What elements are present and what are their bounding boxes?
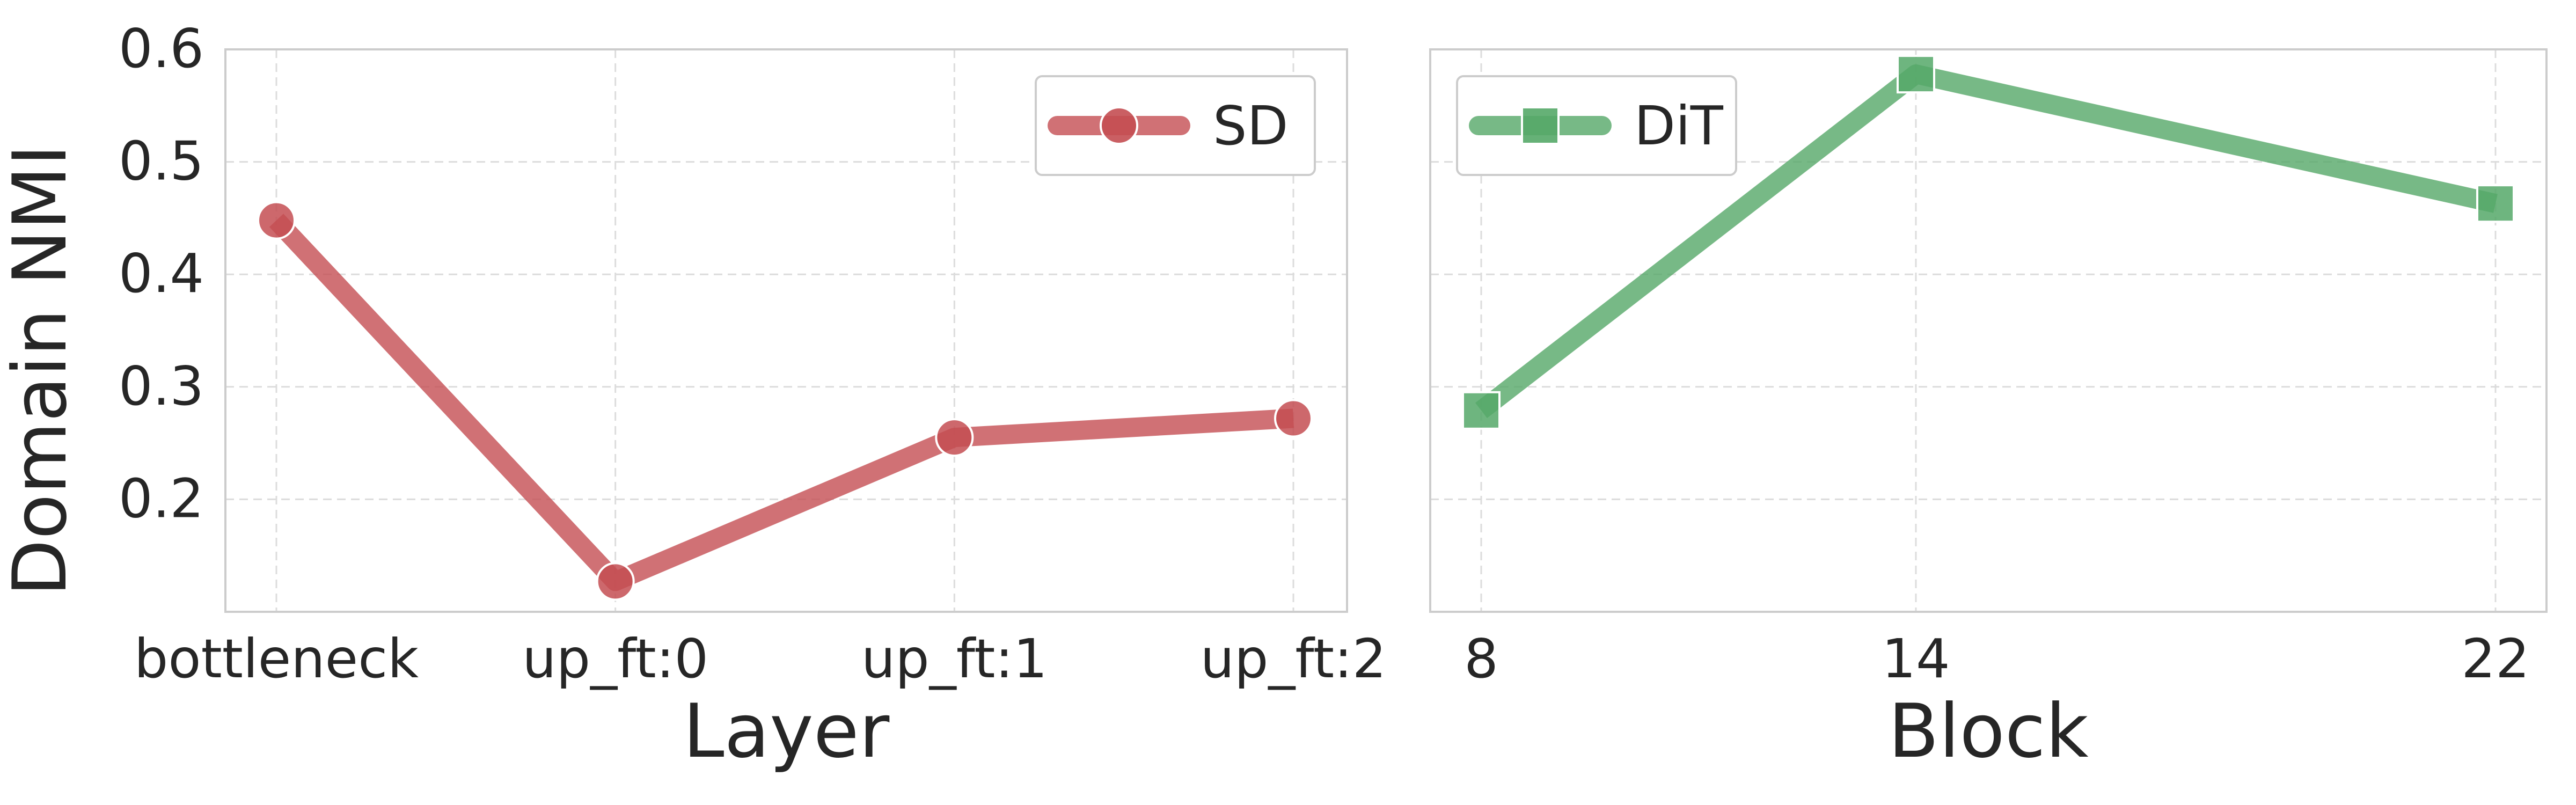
y-tick-label: 0.6: [119, 17, 204, 80]
data-point: [1897, 55, 1935, 94]
x-tick-label: 14: [1882, 627, 1950, 690]
x-tick-label: up_ft:2: [1201, 627, 1387, 690]
chart-panel-layer: 0.2 0.3 0.4 0.5 0.6 bottleneck up_ft:0 up_ft:1 u…: [119, 17, 1386, 690]
data-point: [1274, 399, 1313, 438]
y-tick-label: 0.4: [119, 242, 204, 305]
x-axis-label-layer: Layer: [683, 688, 890, 774]
data-point: [935, 418, 974, 457]
y-axis-label: Domain NMI: [0, 144, 83, 596]
plot-frame: [224, 48, 1348, 613]
legend: DiT: [1456, 75, 1737, 176]
y-tick-label: 0.2: [119, 467, 204, 530]
plot-frame: [1429, 48, 2548, 613]
data-point: [257, 201, 296, 240]
x-tick-label: 8: [1464, 627, 1498, 690]
x-tick-label: up_ft:1: [861, 627, 1048, 690]
x-tick-label: up_ft:0: [522, 627, 708, 690]
legend: SD: [1035, 75, 1316, 176]
data-point: [1462, 391, 1501, 430]
series-line-sd: [269, 214, 1294, 591]
legend-label: DiT: [1634, 94, 1724, 157]
data-point: [596, 562, 635, 601]
y-tick-label: 0.3: [119, 355, 204, 418]
x-tick-label: bottleneck: [134, 627, 419, 690]
x-tick-label: 22: [2461, 627, 2529, 690]
legend-marker-circle: [1100, 106, 1138, 145]
data-point: [2476, 184, 2515, 223]
x-axis-label-block: Block: [1888, 688, 2088, 774]
y-tick-label: 0.5: [119, 130, 204, 193]
legend-label: SD: [1213, 94, 1288, 157]
chart-panel-block: 8 14 22 DiT: [1429, 48, 2548, 690]
legend-marker-square: [1521, 106, 1560, 145]
